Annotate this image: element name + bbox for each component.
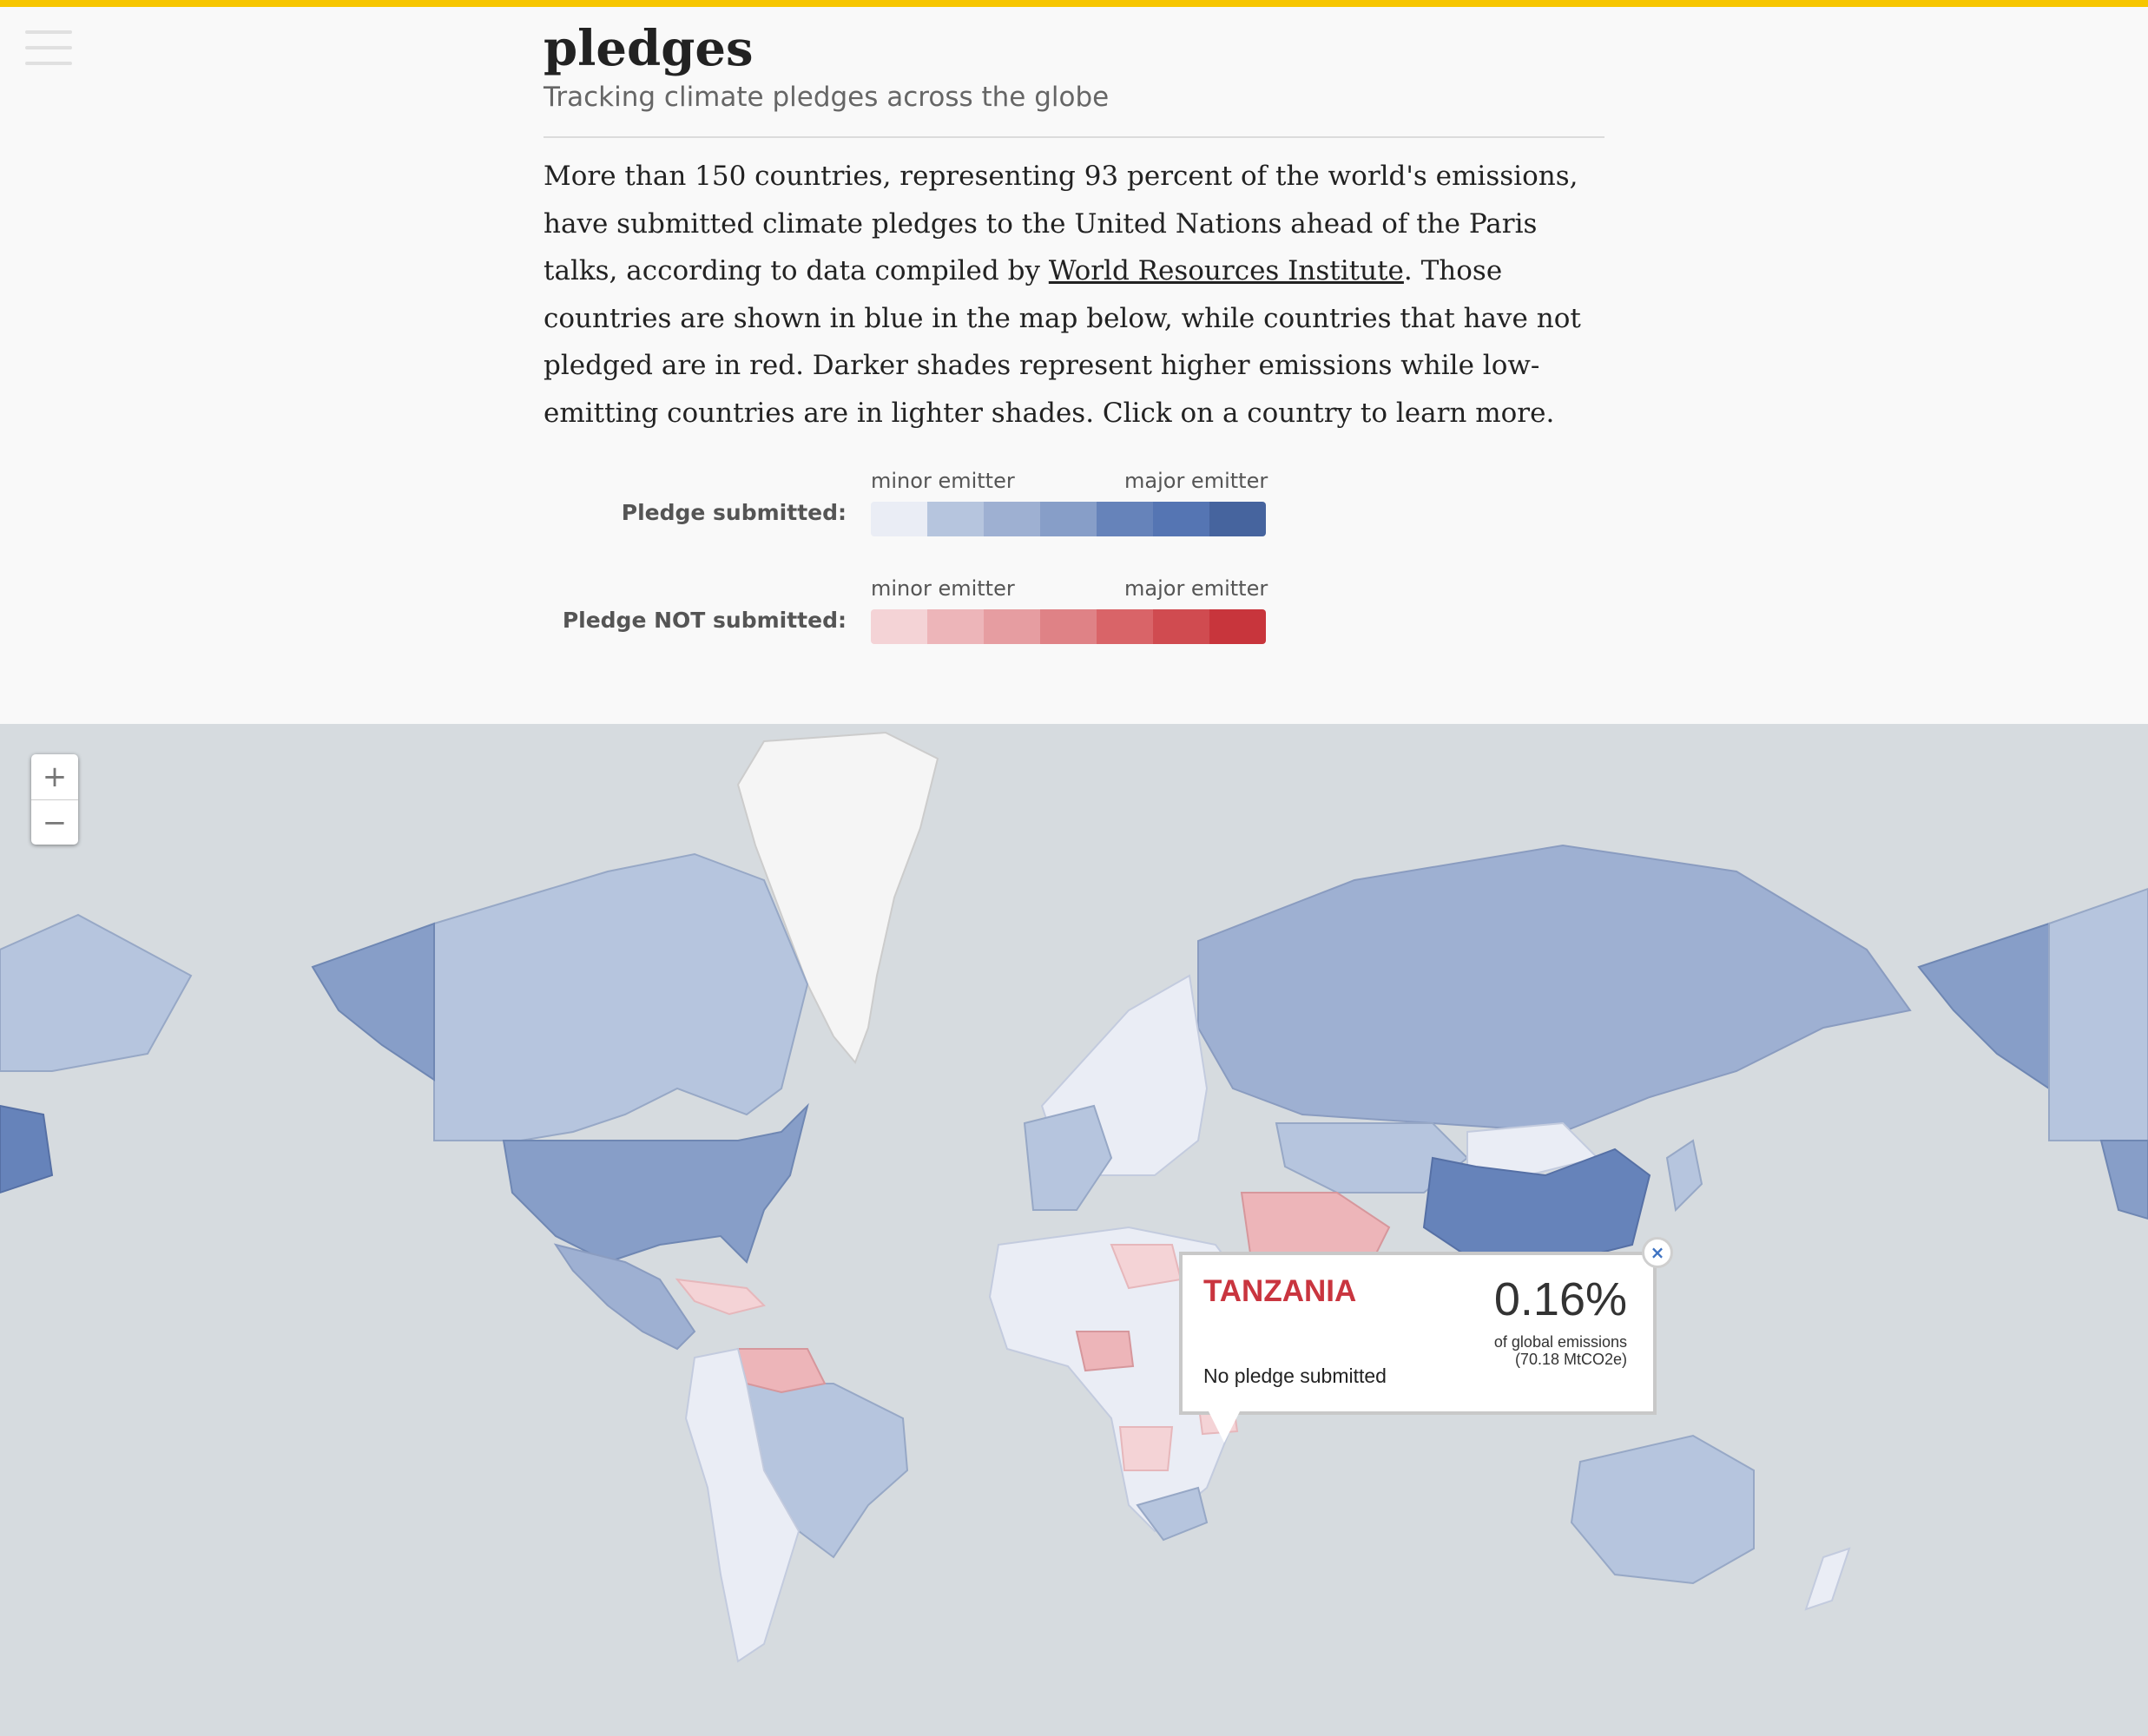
zoom-in-button[interactable]: + xyxy=(31,754,78,800)
legend-not-submitted-swatch-1 xyxy=(871,609,927,644)
country-mongolia[interactable] xyxy=(1466,1121,1599,1177)
intro-text-before: More than 150 countries, representing 93… xyxy=(544,161,1578,287)
popup-emissions-caption: of global emissions xyxy=(1493,1333,1627,1351)
country-kazakhstan[interactable] xyxy=(1275,1122,1469,1194)
intro-text-after: . Those countries are shown in blue in t… xyxy=(544,255,1581,429)
legend-submitted-swatch-5 xyxy=(1097,502,1153,536)
legend-submitted-swatch-1 xyxy=(871,502,927,536)
wri-link[interactable]: World Resources Institute xyxy=(1048,255,1404,287)
country-mexico[interactable] xyxy=(553,1243,696,1351)
legend-submitted-swatch-4 xyxy=(1040,502,1097,536)
legend-not-submitted-swatch-2 xyxy=(927,609,984,644)
legend-not-submitted-swatch-6 xyxy=(1153,609,1209,644)
legend-not-submitted-minor: minor emitter xyxy=(871,576,1015,601)
legend-submitted-swatch-7 xyxy=(1209,502,1266,536)
country-alaska[interactable] xyxy=(311,922,435,1082)
country-south-africa[interactable] xyxy=(1136,1486,1209,1542)
country-greenland[interactable] xyxy=(736,731,939,1064)
country-new-zealand[interactable] xyxy=(1804,1547,1851,1611)
popup-emissions-amount: (70.18 MtCO2e) xyxy=(1514,1351,1627,1368)
country-usa-wrap[interactable] xyxy=(2099,1140,2148,1220)
country-canada[interactable] xyxy=(433,852,809,1141)
zoom-control: + − xyxy=(31,754,78,845)
country-russia[interactable] xyxy=(1197,844,1912,1134)
country-australia[interactable] xyxy=(1570,1434,1755,1585)
legend-submitted-major: major emitter xyxy=(1124,469,1268,493)
country-china-wrap[interactable] xyxy=(0,1104,54,1194)
country-japan[interactable] xyxy=(1665,1139,1703,1213)
popup-pledge-status: No pledge submitted xyxy=(1203,1364,1387,1387)
country-china[interactable] xyxy=(1422,1147,1651,1263)
legend-submitted-swatches xyxy=(871,502,1266,536)
legend-submitted-swatch-2 xyxy=(927,502,984,536)
country-canada-wrap[interactable] xyxy=(2048,887,2148,1141)
top-accent-bar xyxy=(0,0,2148,7)
country-usa[interactable] xyxy=(502,1102,809,1264)
legend-not-submitted: Pledge NOT submitted: minor emitter majo… xyxy=(0,576,2148,646)
legend-not-submitted-swatch-3 xyxy=(984,609,1040,644)
page-header: pledges Tracking climate pledges across … xyxy=(544,17,1604,115)
popup-close-icon[interactable]: × xyxy=(1642,1237,1673,1268)
legend-not-submitted-major: major emitter xyxy=(1124,576,1268,601)
page-subtitle: Tracking climate pledges across the glob… xyxy=(544,82,1110,113)
hamburger-menu-icon[interactable] xyxy=(25,30,72,65)
region-europe-west[interactable] xyxy=(1023,1104,1113,1211)
legend-submitted-swatch-6 xyxy=(1153,502,1209,536)
popup-country-name: TANZANIA xyxy=(1203,1274,1357,1308)
region-caribbean[interactable] xyxy=(675,1278,766,1316)
country-russia-wrap[interactable] xyxy=(0,913,193,1072)
legend-submitted-swatch-3 xyxy=(984,502,1040,536)
legend-submitted-label: Pledge submitted: xyxy=(621,500,847,525)
page-title: pledges xyxy=(544,20,754,77)
popup-tail xyxy=(1209,1411,1240,1443)
region-south-america-west[interactable] xyxy=(684,1347,801,1663)
country-alaska-wrap[interactable] xyxy=(1917,922,2050,1090)
header-divider xyxy=(544,136,1604,138)
legend-not-submitted-swatch-7 xyxy=(1209,609,1266,644)
world-map-svg[interactable] xyxy=(0,724,2148,1736)
country-popup: TANZANIA 0.16% of global emissions (70.1… xyxy=(1179,1252,1657,1415)
intro-paragraph: More than 150 countries, representing 93… xyxy=(544,153,1611,437)
country-angola[interactable] xyxy=(1118,1426,1174,1471)
legend-not-submitted-label: Pledge NOT submitted: xyxy=(562,608,847,633)
popup-emissions-percent: 0.16% xyxy=(1493,1273,1627,1325)
legend-not-submitted-swatches xyxy=(871,609,1266,644)
country-nigeria[interactable] xyxy=(1075,1331,1135,1372)
legend-not-submitted-swatch-5 xyxy=(1097,609,1153,644)
zoom-out-button[interactable]: − xyxy=(42,806,68,840)
legend-not-submitted-swatch-4 xyxy=(1040,609,1097,644)
legend-submitted: Pledge submitted: minor emitter major em… xyxy=(0,469,2148,538)
world-map[interactable] xyxy=(0,724,2148,1736)
legend-submitted-minor: minor emitter xyxy=(871,469,1015,493)
